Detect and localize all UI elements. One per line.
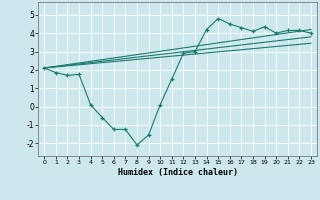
X-axis label: Humidex (Indice chaleur): Humidex (Indice chaleur) — [118, 168, 238, 177]
